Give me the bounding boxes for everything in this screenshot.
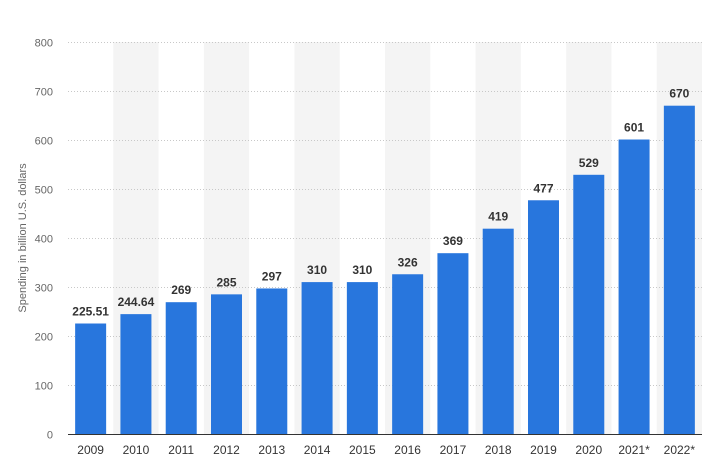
bar-value-label: 310 — [307, 263, 327, 277]
bar[interactable] — [346, 282, 378, 434]
bar-value-label: 269 — [171, 283, 191, 297]
y-tick-label: 200 — [35, 332, 53, 344]
bar[interactable] — [211, 294, 242, 434]
y-tick-label: 400 — [35, 234, 53, 246]
x-tick-label: 2010 — [123, 443, 150, 457]
y-axis-title: Spending in billion U.S. dollars — [17, 163, 29, 313]
y-tick-label: 500 — [35, 185, 53, 197]
bar-value-label: 369 — [443, 234, 463, 248]
bar[interactable] — [618, 139, 650, 434]
bars — [75, 105, 695, 435]
y-tick-label: 600 — [35, 136, 53, 148]
x-tick-label: 2018 — [485, 443, 512, 457]
bar-value-label: 310 — [352, 263, 372, 277]
bar[interactable] — [528, 200, 559, 434]
bar[interactable] — [437, 253, 469, 434]
bar-value-label: 244.64 — [118, 295, 155, 309]
y-tick-label: 300 — [35, 283, 53, 295]
x-tick-label: 2012 — [213, 443, 240, 457]
bar[interactable] — [301, 282, 333, 434]
x-tick-label: 2014 — [304, 443, 331, 457]
y-tick-label: 800 — [35, 38, 53, 50]
x-tick-label: 2009 — [77, 443, 104, 457]
bar-value-label: 601 — [624, 121, 644, 135]
bar[interactable] — [573, 174, 605, 435]
y-tick-label: 0 — [47, 430, 53, 442]
y-tick-label: 100 — [35, 381, 53, 393]
bar[interactable] — [75, 323, 107, 434]
bar-value-label: 670 — [669, 87, 689, 101]
x-axis-ticks: 2009 2010 2011 2012 2013 2014 2015 2016 2017 2018… — [77, 443, 695, 457]
x-tick-label: 2015 — [349, 443, 376, 457]
bar-value-label: 326 — [398, 255, 418, 269]
bar[interactable] — [165, 302, 197, 434]
bar-value-label: 477 — [533, 181, 553, 195]
y-axis-ticks: 0 100 200 300 400 500 600 700 800 — [35, 38, 53, 442]
bar[interactable] — [392, 274, 424, 434]
bar-value-label: 529 — [579, 156, 599, 170]
bar[interactable] — [120, 314, 152, 434]
bar-value-label: 225.51 — [72, 305, 109, 319]
x-tick-label: 2013 — [258, 443, 285, 457]
bar[interactable] — [256, 288, 288, 434]
x-tick-label: 2017 — [440, 443, 467, 457]
x-tick-label: 2011 — [168, 443, 194, 457]
x-tick-label: 2016 — [394, 443, 421, 457]
x-tick-label: 2022* — [664, 443, 696, 457]
y-tick-label: 700 — [35, 87, 53, 99]
x-tick-label: 2021* — [618, 443, 650, 457]
bar-value-label: 285 — [216, 275, 236, 289]
value-labels: 225.51 244.64 269 285 297 310 310 326 369 419 477 5… — [72, 87, 689, 319]
x-tick-label: 2020 — [575, 443, 602, 457]
x-tick-label: 2019 — [530, 443, 557, 457]
bar-value-label: 419 — [488, 210, 508, 224]
bar[interactable] — [663, 105, 695, 434]
bar[interactable] — [482, 228, 514, 434]
bar-value-label: 297 — [262, 269, 282, 283]
